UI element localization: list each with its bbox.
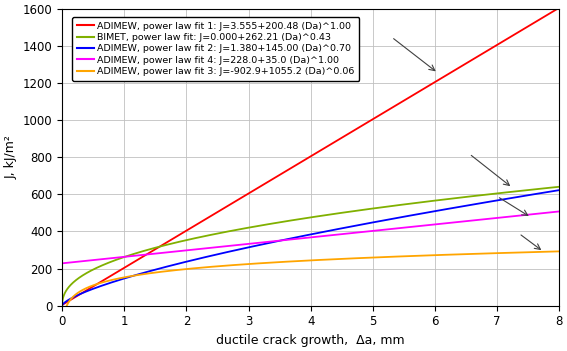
ADIMEW, power law fit 4: J=228.0+35.0 (Da)^1.00: (7.42, 488): J=228.0+35.0 (Da)^1.00: (7.42, 488): [520, 213, 527, 217]
BIMET, power law fit: J=0.000+262.21 (Da)^0.43: (7.21, 613): J=0.000+262.21 (Da)^0.43: (7.21, 613): [507, 190, 514, 194]
ADIMEW, power law fit 4: J=228.0+35.0 (Da)^1.00: (1.57, 283): J=228.0+35.0 (Da)^1.00: (1.57, 283): [156, 251, 163, 255]
ADIMEW, power law fit 4: J=228.0+35.0 (Da)^1.00: (0, 228): J=228.0+35.0 (Da)^1.00: (0, 228): [59, 261, 66, 265]
ADIMEW, power law fit 4: J=228.0+35.0 (Da)^1.00: (5.53, 422): J=228.0+35.0 (Da)^1.00: (5.53, 422): [403, 225, 409, 230]
BIMET, power law fit: J=0.000+262.21 (Da)^0.43: (5.53, 547): J=0.000+262.21 (Da)^0.43: (5.53, 547): [403, 202, 409, 206]
ADIMEW, power law fit 3: J=-902.9+1055.2 (Da)^0.06: (7.86, 291): J=-902.9+1055.2 (Da)^0.06: (7.86, 291): [547, 250, 553, 254]
ADIMEW, power law fit 3: J=-902.9+1055.2 (Da)^0.06: (8, 293): J=-902.9+1055.2 (Da)^0.06: (8, 293): [556, 249, 562, 253]
ADIMEW, power law fit 2: J=1.380+145.00 (Da)^0.70: (0, 1.38): J=1.380+145.00 (Da)^0.70: (0, 1.38): [59, 303, 66, 307]
X-axis label: ductile crack growth,  Δa, mm: ductile crack growth, Δa, mm: [217, 334, 405, 347]
BIMET, power law fit: J=0.000+262.21 (Da)^0.43: (0, 0): J=0.000+262.21 (Da)^0.43: (0, 0): [59, 304, 66, 308]
ADIMEW, power law fit 4: J=228.0+35.0 (Da)^1.00: (8, 508): J=228.0+35.0 (Da)^1.00: (8, 508): [556, 209, 562, 213]
BIMET, power law fit: J=0.000+262.21 (Da)^0.43: (1.57, 318): J=0.000+262.21 (Da)^0.43: (1.57, 318): [156, 245, 163, 249]
Line: ADIMEW, power law fit 2: J=1.380+145.00 (Da)^0.70: ADIMEW, power law fit 2: J=1.380+145.00 …: [62, 190, 559, 305]
Line: ADIMEW, power law fit 3: J=-902.9+1055.2 (Da)^0.06: ADIMEW, power law fit 3: J=-902.9+1055.2…: [67, 251, 559, 305]
ADIMEW, power law fit 2: J=1.380+145.00 (Da)^0.70: (5.53, 481): J=1.380+145.00 (Da)^0.70: (5.53, 481): [403, 214, 409, 218]
ADIMEW, power law fit 2: J=1.380+145.00 (Da)^0.70: (3.86, 375): J=1.380+145.00 (Da)^0.70: (3.86, 375): [299, 234, 306, 238]
ADIMEW, power law fit 2: J=1.380+145.00 (Da)^0.70: (7.42, 591): J=1.380+145.00 (Da)^0.70: (7.42, 591): [520, 194, 527, 198]
ADIMEW, power law fit 4: J=228.0+35.0 (Da)^1.00: (7.48, 490): J=228.0+35.0 (Da)^1.00: (7.48, 490): [523, 213, 530, 217]
ADIMEW, power law fit 1: J=3.555+200.48 (Da)^1.00: (3.86, 778): J=3.555+200.48 (Da)^1.00: (3.86, 778): [299, 159, 306, 164]
ADIMEW, power law fit 3: J=-902.9+1055.2 (Da)^0.06: (6.27, 275): J=-902.9+1055.2 (Da)^0.06: (6.27, 275): [448, 252, 455, 257]
ADIMEW, power law fit 1: J=3.555+200.48 (Da)^1.00: (8, 1.61e+03): J=3.555+200.48 (Da)^1.00: (8, 1.61e+03): [556, 6, 562, 10]
ADIMEW, power law fit 3: J=-902.9+1055.2 (Da)^0.06: (0.096, 13.9): J=-902.9+1055.2 (Da)^0.06: (0.096, 13.9): [65, 301, 71, 305]
ADIMEW, power law fit 1: J=3.555+200.48 (Da)^1.00: (0, 3.56): J=3.555+200.48 (Da)^1.00: (0, 3.56): [59, 303, 66, 307]
BIMET, power law fit: J=0.000+262.21 (Da)^0.43: (8, 641): J=0.000+262.21 (Da)^0.43: (8, 641): [556, 185, 562, 189]
ADIMEW, power law fit 1: J=3.555+200.48 (Da)^1.00: (7.42, 1.49e+03): J=3.555+200.48 (Da)^1.00: (7.42, 1.49e+0…: [520, 27, 527, 32]
Line: ADIMEW, power law fit 4: J=228.0+35.0 (Da)^1.00: ADIMEW, power law fit 4: J=228.0+35.0 (D…: [62, 211, 559, 263]
ADIMEW, power law fit 2: J=1.380+145.00 (Da)^0.70: (7.21, 580): J=1.380+145.00 (Da)^0.70: (7.21, 580): [507, 196, 514, 200]
ADIMEW, power law fit 3: J=-902.9+1055.2 (Da)^0.06: (0.0752, 0.569): J=-902.9+1055.2 (Da)^0.06: (0.0752, 0.56…: [64, 303, 70, 307]
Line: ADIMEW, power law fit 1: J=3.555+200.48 (Da)^1.00: ADIMEW, power law fit 1: J=3.555+200.48 …: [62, 8, 559, 305]
ADIMEW, power law fit 3: J=-902.9+1055.2 (Da)^0.06: (3.4, 233): J=-902.9+1055.2 (Da)^0.06: (3.4, 233): [270, 260, 277, 265]
ADIMEW, power law fit 1: J=3.555+200.48 (Da)^1.00: (1.57, 317): J=3.555+200.48 (Da)^1.00: (1.57, 317): [156, 245, 163, 249]
ADIMEW, power law fit 3: J=-902.9+1055.2 (Da)^0.06: (4.99, 259): J=-902.9+1055.2 (Da)^0.06: (4.99, 259): [369, 256, 376, 260]
BIMET, power law fit: J=0.000+262.21 (Da)^0.43: (7.42, 621): J=0.000+262.21 (Da)^0.43: (7.42, 621): [520, 188, 527, 193]
Legend: ADIMEW, power law fit 1: J=3.555+200.48 (Da)^1.00, BIMET, power law fit: J=0.000: ADIMEW, power law fit 1: J=3.555+200.48 …: [72, 17, 359, 81]
ADIMEW, power law fit 4: J=228.0+35.0 (Da)^1.00: (7.21, 480): J=228.0+35.0 (Da)^1.00: (7.21, 480): [507, 214, 514, 219]
BIMET, power law fit: J=0.000+262.21 (Da)^0.43: (3.86, 469): J=0.000+262.21 (Da)^0.43: (3.86, 469): [299, 217, 306, 221]
ADIMEW, power law fit 1: J=3.555+200.48 (Da)^1.00: (7.21, 1.45e+03): J=3.555+200.48 (Da)^1.00: (7.21, 1.45e+0…: [507, 35, 514, 39]
ADIMEW, power law fit 2: J=1.380+145.00 (Da)^0.70: (7.48, 594): J=1.380+145.00 (Da)^0.70: (7.48, 594): [523, 193, 530, 198]
ADIMEW, power law fit 4: J=228.0+35.0 (Da)^1.00: (3.86, 363): J=228.0+35.0 (Da)^1.00: (3.86, 363): [299, 236, 306, 240]
ADIMEW, power law fit 1: J=3.555+200.48 (Da)^1.00: (5.53, 1.11e+03): J=3.555+200.48 (Da)^1.00: (5.53, 1.11e+0…: [403, 97, 409, 101]
ADIMEW, power law fit 3: J=-902.9+1055.2 (Da)^0.06: (4.98, 259): J=-902.9+1055.2 (Da)^0.06: (4.98, 259): [368, 256, 375, 260]
Line: BIMET, power law fit: J=0.000+262.21 (Da)^0.43: BIMET, power law fit: J=0.000+262.21 (Da…: [62, 187, 559, 306]
ADIMEW, power law fit 2: J=1.380+145.00 (Da)^0.70: (1.57, 200): J=1.380+145.00 (Da)^0.70: (1.57, 200): [156, 266, 163, 271]
Y-axis label: J, kJ/m²: J, kJ/m²: [4, 135, 17, 179]
BIMET, power law fit: J=0.000+262.21 (Da)^0.43: (7.48, 623): J=0.000+262.21 (Da)^0.43: (7.48, 623): [523, 188, 530, 192]
ADIMEW, power law fit 1: J=3.555+200.48 (Da)^1.00: (7.48, 1.5e+03): J=3.555+200.48 (Da)^1.00: (7.48, 1.5e+03…: [523, 25, 530, 29]
ADIMEW, power law fit 2: J=1.380+145.00 (Da)^0.70: (8, 623): J=1.380+145.00 (Da)^0.70: (8, 623): [556, 188, 562, 192]
